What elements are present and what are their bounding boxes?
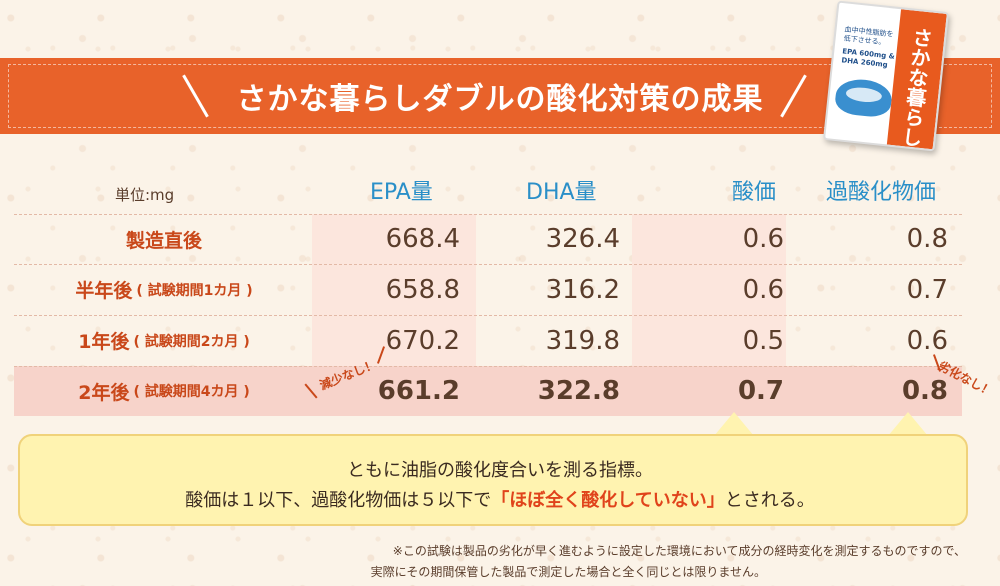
cell-acid-value: 0.7: [737, 376, 784, 406]
row-divider: [14, 264, 962, 265]
cell-acid-value: 0.5: [742, 325, 784, 356]
row-label: 1年後 ( 試験期間2カ月 ): [14, 315, 314, 366]
cell-dha: 322.8: [537, 376, 620, 406]
cell-peroxide-value: 0.6: [906, 325, 948, 356]
row-label-main: 1年後: [78, 331, 130, 353]
note-emphasis: 「ほぼ全く酸化していない」: [491, 490, 725, 511]
package-text-1: 血中中性脂肪を 低下させる。: [843, 25, 894, 47]
note-line-1: ともに油脂の酸化度合いを測る指標。: [347, 460, 653, 481]
row-label: 2年後 ( 試験期間4カ月 ): [14, 366, 314, 416]
cell-epa: 670.2: [385, 325, 460, 356]
cell-dha: 316.2: [545, 274, 620, 305]
row-divider: [14, 214, 962, 215]
cell-peroxide-value: 0.7: [906, 274, 948, 305]
cell-epa: 658.8: [385, 274, 460, 305]
cell-peroxide-value: 0.8: [906, 224, 948, 254]
footnote-line-2: 実際にその期間保管した製品で測定した場合と全く同じとは限りません。: [370, 565, 766, 579]
row-label: 製造直後: [14, 214, 314, 264]
row-label-sub: ( 試験期間2カ月 ): [133, 333, 250, 350]
cell-dha: 326.4: [545, 224, 620, 254]
header-epa: EPA量: [370, 180, 433, 205]
banner-dashed-border: [8, 64, 992, 128]
note-line-2a: 酸価は１以下、過酸化物価は５以下で: [185, 490, 492, 511]
unit-label: 単位:mg: [115, 186, 175, 204]
row-divider: [14, 366, 962, 367]
cell-epa: 661.2: [377, 376, 460, 406]
row-label-main: 半年後: [75, 280, 133, 302]
cell-acid-value: 0.6: [742, 274, 784, 305]
row-label-sub: ( 試験期間4カ月 ): [133, 384, 250, 400]
header-dha: DHA量: [526, 180, 597, 205]
note-line-2b: とされる。: [724, 490, 815, 511]
note-line-2: 酸価は１以下、過酸化物価は５以下で「ほぼ全く酸化していない」とされる。: [0, 486, 1000, 512]
note-box: [18, 434, 968, 526]
package-text-2: EPA 600mg & DHA 260mg: [840, 47, 896, 70]
cell-epa: 668.4: [385, 224, 460, 254]
row-label: 半年後 ( 試験期間1カ月 ): [14, 264, 314, 315]
row-label-sub: ( 試験期間1カ月 ): [136, 282, 253, 299]
cell-acid-value: 0.6: [742, 224, 784, 254]
row-label-main: 2年後: [78, 381, 130, 404]
highlight-row-2-years: [14, 366, 962, 416]
cell-peroxide-value: 0.8: [901, 376, 948, 406]
product-package-image: 血中中性脂肪を 低下させる。 EPA 600mg & DHA 260mg さかな…: [822, 0, 950, 152]
row-divider: [14, 315, 962, 316]
footnote-line-1: ※この試験は製品の劣化が早く進むように設定した環境において成分の経時変化を測定す…: [392, 544, 966, 558]
banner-title: さかな暮らしダブルの酸化対策の成果: [236, 82, 764, 117]
header-peroxide-value: 過酸化物価: [826, 180, 937, 205]
row-label-main: 製造直後: [125, 229, 202, 252]
cell-dha: 319.8: [545, 325, 620, 356]
header-acid-value: 酸価: [732, 180, 777, 205]
